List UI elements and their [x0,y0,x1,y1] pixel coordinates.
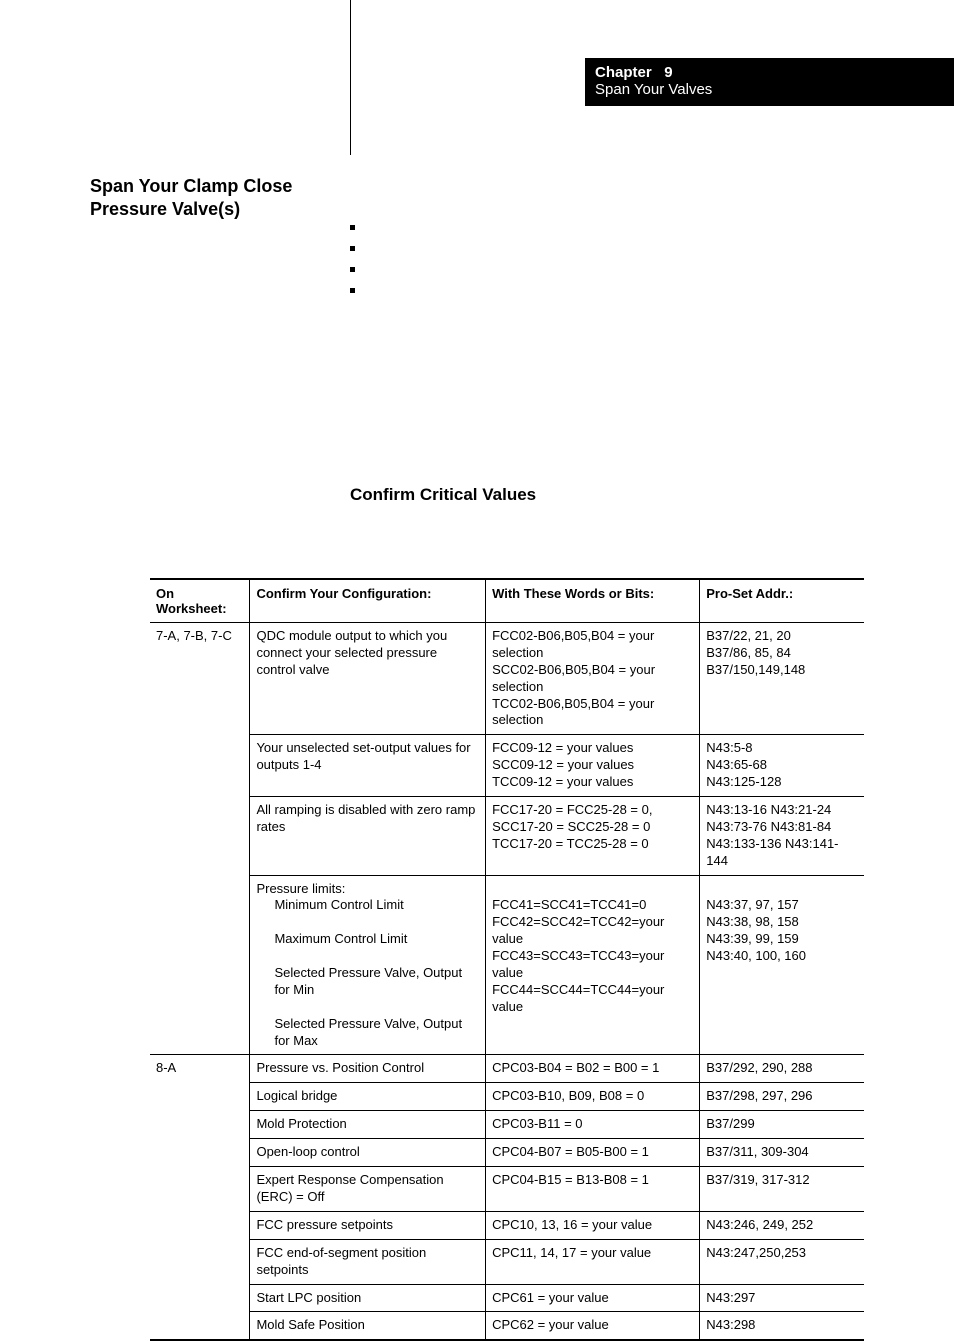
cell-addr: B37/22, 21, 20B37/86, 85, 84B37/150,149,… [700,623,864,735]
table-row: Mold ProtectionCPC03-B11 = 0B37/299 [150,1111,864,1139]
cell-confirm: Pressure vs. Position Control [250,1055,486,1083]
bullet-icon [350,288,355,293]
cell-words: CPC04-B07 = B05-B00 = 1 [486,1139,700,1167]
table-row: Open-loop controlCPC04-B07 = B05-B00 = 1… [150,1139,864,1167]
cell-words: FCC09-12 = your valuesSCC09-12 = your va… [486,735,700,797]
cell-worksheet [150,1239,250,1284]
cell-words: CPC62 = your value [486,1312,700,1340]
cell-confirm: FCC pressure setpoints [250,1211,486,1239]
cell-addr: B37/292, 290, 288 [700,1055,864,1083]
cell-addr: N43:298 [700,1312,864,1340]
cell-confirm: Pressure limits:Minimum Control LimitMax… [250,875,486,1055]
cell-confirm: Start LPC position [250,1284,486,1312]
table-row: FCC pressure setpointsCPC10, 13, 16 = yo… [150,1211,864,1239]
table-body: 7-A, 7-B, 7-CQDC module output to which … [150,623,864,1341]
cell-words: CPC11, 14, 17 = your value [486,1239,700,1284]
cell-addr: B37/319, 317-312 [700,1167,864,1212]
config-table-wrap: On Worksheet: Confirm Your Configuration… [150,578,864,1341]
page: Chapter 9 Span Your Valves Span Your Cla… [0,0,954,1235]
table-row: FCC end-of-segment position setpointsCPC… [150,1239,864,1284]
cell-addr: N43:37, 97, 157N43:38, 98, 158N43:39, 99… [700,875,864,1055]
cell-words: FCC02-B06,B05,B04 = your selectionSCC02-… [486,623,700,735]
cell-worksheet: 7-A, 7-B, 7-C [150,623,250,735]
cell-addr: B37/298, 297, 296 [700,1083,864,1111]
config-table: On Worksheet: Confirm Your Configuration… [150,578,864,1341]
cell-confirm: FCC end-of-segment position setpoints [250,1239,486,1284]
cell-worksheet [150,1083,250,1111]
table-row: 7-A, 7-B, 7-CQDC module output to which … [150,623,864,735]
chapter-subtitle: Span Your Valves [595,81,954,98]
table-row: All ramping is disabled with zero ramp r… [150,797,864,876]
chapter-number: 9 [664,64,672,81]
cell-confirm: Expert Response Compensation (ERC) = Off [250,1167,486,1212]
cell-confirm: QDC module output to which you connect y… [250,623,486,735]
table-row: Start LPC positionCPC61 = your valueN43:… [150,1284,864,1312]
bullet-list [350,225,355,309]
cell-addr: N43:5-8N43:65-68N43:125-128 [700,735,864,797]
cell-worksheet [150,735,250,797]
chapter-label: Chapter [595,64,652,81]
cell-worksheet [150,1139,250,1167]
cell-confirm: Mold Protection [250,1111,486,1139]
bullet-icon [350,225,355,230]
table-row: Pressure limits:Minimum Control LimitMax… [150,875,864,1055]
cell-worksheet [150,797,250,876]
cell-confirm: Logical bridge [250,1083,486,1111]
section-heading: Span Your Clamp Close Pressure Valve(s) [90,175,330,220]
cell-addr: N43:247,250,253 [700,1239,864,1284]
cell-words: CPC10, 13, 16 = your value [486,1211,700,1239]
cell-worksheet [150,1284,250,1312]
cell-confirm: All ramping is disabled with zero ramp r… [250,797,486,876]
bullet-icon [350,267,355,272]
cell-confirm: Your unselected set-output values for ou… [250,735,486,797]
chapter-bar: Chapter 9 Span Your Valves [585,58,954,106]
cell-worksheet [150,1211,250,1239]
cell-words: CPC61 = your value [486,1284,700,1312]
cell-addr: B37/311, 309-304 [700,1139,864,1167]
cell-words: CPC03-B11 = 0 [486,1111,700,1139]
cell-addr: N43:297 [700,1284,864,1312]
chapter-label-line: Chapter 9 [595,64,954,81]
bullet-icon [350,246,355,251]
col-header-words: With These Words or Bits: [486,579,700,623]
table-row: 8-APressure vs. Position ControlCPC03-B0… [150,1055,864,1083]
cell-words: FCC17-20 = FCC25-28 = 0,SCC17-20 = SCC25… [486,797,700,876]
cell-worksheet [150,1111,250,1139]
table-header-row: On Worksheet: Confirm Your Configuration… [150,579,864,623]
cell-addr: N43:246, 249, 252 [700,1211,864,1239]
cell-words: CPC04-B15 = B13-B08 = 1 [486,1167,700,1212]
cell-confirm: Mold Safe Position [250,1312,486,1340]
cell-addr: N43:13-16 N43:21-24N43:73-76 N43:81-84N4… [700,797,864,876]
cell-words: CPC03-B04 = B02 = B00 = 1 [486,1055,700,1083]
cell-worksheet [150,1312,250,1340]
vertical-divider [350,0,351,155]
cell-words: CPC03-B10, B09, B08 = 0 [486,1083,700,1111]
cell-worksheet: 8-A [150,1055,250,1083]
cell-confirm: Open-loop control [250,1139,486,1167]
table-row: Mold Safe PositionCPC62 = your valueN43:… [150,1312,864,1340]
table-row: Expert Response Compensation (ERC) = Off… [150,1167,864,1212]
subheading: Confirm Critical Values [350,485,536,505]
cell-words: FCC41=SCC41=TCC41=0FCC42=SCC42=TCC42=you… [486,875,700,1055]
col-header-worksheet: On Worksheet: [150,579,250,623]
table-row: Logical bridgeCPC03-B10, B09, B08 = 0B37… [150,1083,864,1111]
col-header-addr: Pro-Set Addr.: [700,579,864,623]
col-header-confirm: Confirm Your Configuration: [250,579,486,623]
table-row: Your unselected set-output values for ou… [150,735,864,797]
cell-worksheet [150,875,250,1055]
cell-addr: B37/299 [700,1111,864,1139]
cell-worksheet [150,1167,250,1212]
